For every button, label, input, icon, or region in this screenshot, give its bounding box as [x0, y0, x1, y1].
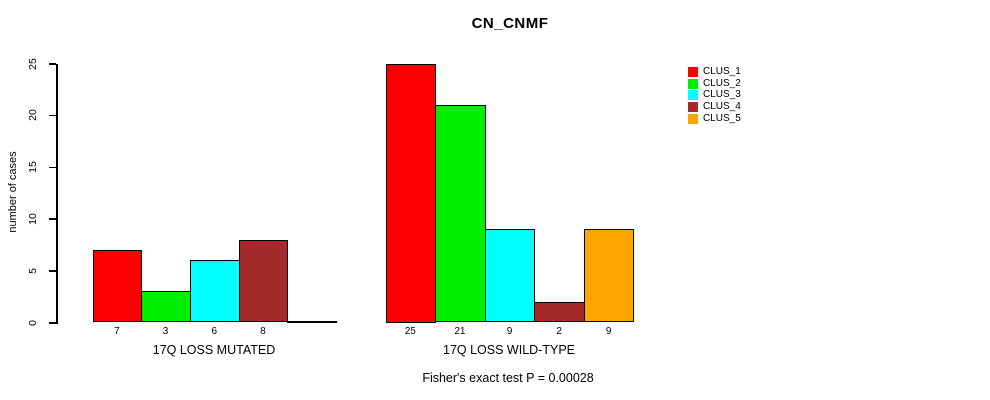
- bar-clus_1-group1: [92, 249, 143, 323]
- legend-label: CLUS_5: [703, 112, 741, 124]
- legend-swatch-icon: [688, 90, 698, 101]
- y-tick: [49, 218, 56, 220]
- y-tick-label: 25: [27, 57, 39, 70]
- legend-item-clus_5: CLUS_5: [688, 113, 741, 125]
- bar-value-label: 3: [162, 326, 169, 337]
- bar-value-label: 8: [260, 326, 266, 337]
- bar-clus_2-group1: [141, 291, 191, 323]
- legend-label: CLUS_1: [703, 65, 741, 77]
- legend: CLUS_1 CLUS_2 CLUS_3 CLUS_4 CLUS_5: [688, 66, 741, 124]
- y-tick: [49, 270, 56, 272]
- legend-item-clus_1: CLUS_1: [688, 66, 741, 78]
- y-tick: [49, 166, 56, 169]
- y-tick: [49, 63, 56, 65]
- legend-swatch-icon: [688, 78, 698, 89]
- legend-item-clus_2: CLUS_2: [688, 78, 741, 90]
- bar-value-label: 9: [605, 326, 612, 337]
- group-label-wild-type: 17Q LOSS WILD-TYPE: [443, 343, 575, 357]
- chart-title: CN_CNMF: [471, 15, 549, 32]
- annotation-text: Fisher's exact test P = 0.00028: [422, 371, 594, 385]
- y-tick-label: 0: [27, 319, 39, 326]
- y-tick-label: 5: [27, 267, 39, 274]
- legend-item-clus_4: CLUS_4: [688, 101, 741, 113]
- legend-swatch-icon: [688, 113, 698, 124]
- y-axis-line: [56, 63, 58, 324]
- y-tick: [49, 322, 56, 324]
- bar-clus_3-group1: [189, 260, 240, 323]
- legend-label: CLUS_3: [703, 89, 741, 101]
- y-tick: [49, 114, 56, 117]
- bar-value-label: 21: [454, 326, 466, 337]
- y-tick-label: 15: [27, 161, 39, 173]
- legend-item-clus_3: CLUS_3: [688, 89, 741, 101]
- legend-label: CLUS_2: [703, 77, 741, 89]
- bar-clus_2-group2: [435, 104, 486, 323]
- bar-clus_1-group2: [385, 63, 437, 323]
- bar-clus_4-group2: [534, 301, 585, 323]
- bar-clus_5-group1-zero: [287, 320, 337, 323]
- legend-label: CLUS_4: [703, 100, 741, 112]
- legend-swatch-icon: [688, 66, 698, 77]
- bar-clus_3-group2: [484, 229, 536, 323]
- legend-swatch-icon: [688, 101, 698, 112]
- bar-value-label: 9: [506, 326, 513, 337]
- bar-clus_4-group1: [238, 239, 289, 323]
- bar-value-label: 25: [404, 326, 416, 337]
- bar-value-label: 6: [211, 326, 218, 337]
- bar-clus_5-group2: [583, 229, 635, 323]
- bar-value-label: 2: [556, 326, 562, 337]
- y-tick-label: 20: [27, 109, 39, 122]
- group-label-mutated: 17Q LOSS MUTATED: [152, 343, 276, 357]
- y-tick-label: 10: [27, 213, 39, 225]
- y-axis-label: number of cases: [7, 151, 19, 233]
- bar-value-label: 7: [114, 326, 120, 337]
